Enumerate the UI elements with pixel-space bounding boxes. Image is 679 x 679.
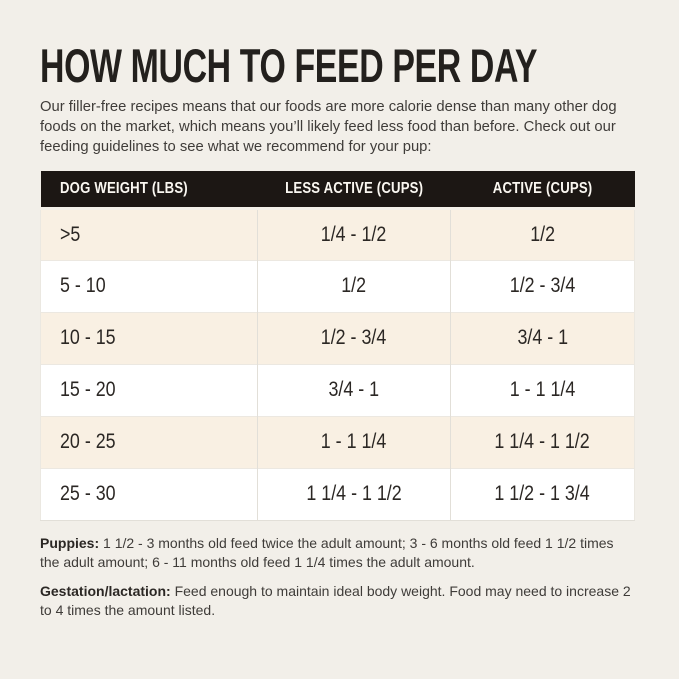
less-active-cups-cell: 1/4 - 1/2 [256,208,451,261]
less-active-cups-cell: 1/2 [256,259,451,313]
active-cups-cell: 1 1/4 - 1 1/2 [449,415,636,469]
active-cups-cell: 1/2 - 3/4 [449,259,636,313]
column-header-label: LESS ACTIVE (CUPS) [284,180,423,198]
cell-value: 1/2 [341,274,367,298]
weight-cell: 10 - 15 [40,311,258,365]
table-row: 20 - 25 1 - 1 1/4 1 1/4 - 1 1/2 [40,415,636,469]
gestation-note-label: Gestation/lactation: [40,582,171,599]
cell-value: >5 [60,222,81,246]
less-active-cups-cell: 1 1/4 - 1 1/2 [256,467,451,521]
puppies-note-label: Puppies: [40,534,100,551]
cell-value: 15 - 20 [60,378,116,402]
cell-value: 1 - 1 1/4 [509,378,576,402]
cell-value: 10 - 15 [60,326,116,350]
cell-value: 1/4 - 1/2 [321,222,387,246]
less-active-cups-cell: 1/2 - 3/4 [256,311,451,365]
column-header: ACTIVE (CUPS) [450,171,635,210]
intro-text: Our filler-free recipes means that our f… [40,99,617,155]
cell-value: 1/2 [530,222,555,246]
less-active-cups-cell: 1 - 1 1/4 [256,415,451,469]
table-row: 25 - 30 1 1/4 - 1 1/2 1 1/2 - 1 3/4 [40,467,636,521]
cell-value: 1 1/2 - 1 3/4 [494,482,591,506]
active-cups-cell: 3/4 - 1 [449,311,636,365]
weight-cell: 25 - 30 [40,467,258,521]
cell-value: 3/4 - 1 [517,326,568,350]
weight-cell: >5 [40,208,258,261]
cell-value: 1 1/4 - 1 1/2 [494,430,591,454]
gestation-note: Gestation/lactation: Feed enough to main… [40,582,635,621]
active-cups-cell: 1/2 [449,208,636,261]
table-row: >5 1/4 - 1/2 1/2 [40,208,636,261]
puppies-note-text: 1 1/2 - 3 months old feed twice the adul… [40,534,614,571]
page-title-text: HOW MUCH TO FEED PER DAY [40,39,538,92]
active-cups-cell: 1 - 1 1/4 [449,363,636,417]
cell-value: 25 - 30 [60,482,116,506]
cell-value: 1/2 - 3/4 [509,274,576,298]
gestation-note-text: Feed enough to maintain ideal body weigh… [40,582,631,618]
column-header: LESS ACTIVE (CUPS) [257,171,451,210]
weight-cell: 5 - 10 [40,259,258,313]
weight-cell: 15 - 20 [40,363,258,417]
table-row: 15 - 20 3/4 - 1 1 - 1 1/4 [40,363,636,417]
column-header: DOG WEIGHT (LBS) [40,171,258,210]
table-header-row: DOG WEIGHT (LBS) LESS ACTIVE (CUPS) ACTIVE… [40,171,635,210]
feeding-table-body: >5 1/4 - 1/2 1/2 5 - 10 1/2 1/2 - 3/4 10 - 15 1… [40,208,636,521]
feeding-guide-page: HOW MUCH TO FEED PER DAY Our filler-free… [40,42,636,621]
cell-value: 20 - 25 [60,430,116,454]
cell-value: 5 - 10 [60,274,106,298]
table-row: 10 - 15 1/2 - 3/4 3/4 - 1 [40,311,636,365]
column-header-label: ACTIVE (CUPS) [492,180,593,198]
active-cups-cell: 1 1/2 - 1 3/4 [449,467,636,521]
cell-value: 1 - 1 1/4 [321,430,387,454]
cell-value: 3/4 - 1 [328,378,380,402]
feeding-table-head: DOG WEIGHT (LBS) LESS ACTIVE (CUPS) ACTIVE… [40,171,635,210]
page-title: HOW MUCH TO FEED PER DAY [40,42,635,89]
cell-value: 1 1/4 - 1 1/2 [306,482,402,506]
cell-value: 1/2 - 3/4 [321,326,387,350]
column-header-label: DOG WEIGHT (LBS) [59,180,188,198]
feeding-table: DOG WEIGHT (LBS) LESS ACTIVE (CUPS) ACTIVE… [40,171,636,521]
puppies-note: Puppies: 1 1/2 - 3 months old feed twice… [40,534,635,573]
table-row: 5 - 10 1/2 1/2 - 3/4 [40,259,636,313]
less-active-cups-cell: 3/4 - 1 [256,363,451,417]
weight-cell: 20 - 25 [40,415,258,469]
